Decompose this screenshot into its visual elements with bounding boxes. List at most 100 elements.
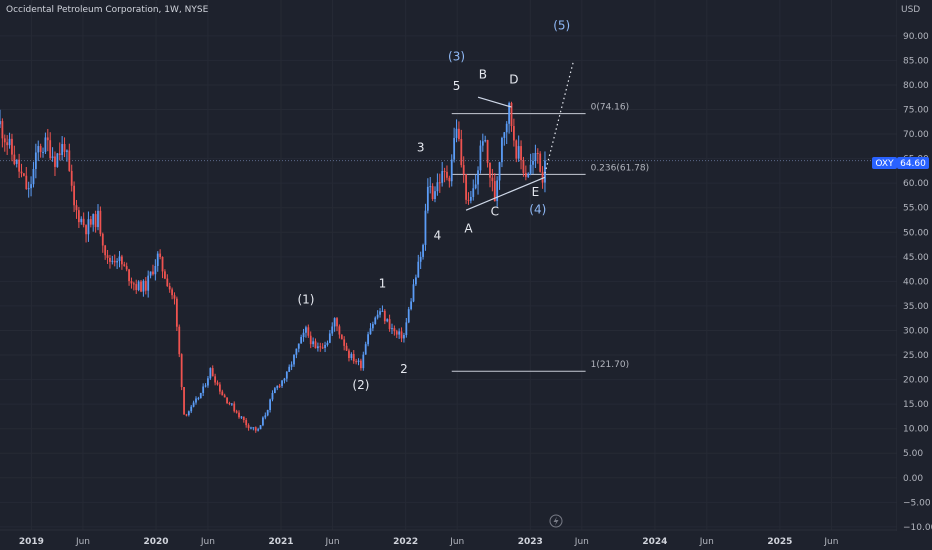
triangle-upper-line (477, 96, 512, 108)
candle-body (178, 326, 181, 355)
candle-body (161, 257, 164, 272)
candle-body (87, 219, 90, 235)
candle-body (13, 154, 16, 164)
candle-body (101, 233, 104, 246)
wave-label-5-paren: (5) (553, 18, 570, 32)
candle-body (77, 210, 80, 223)
candle-body (503, 132, 506, 138)
lightning-icon[interactable] (549, 514, 563, 528)
price-axis-panel[interactable] (897, 0, 932, 550)
trendlines[interactable] (465, 60, 575, 211)
candle-body (207, 378, 209, 386)
candle-body (541, 171, 544, 183)
candle-body (309, 335, 312, 345)
candle-body (273, 388, 276, 393)
x-tick-label: Jun (449, 537, 464, 547)
candle-body (345, 345, 348, 351)
candle-body (316, 346, 319, 349)
candle-body (202, 386, 205, 393)
candle-body (42, 151, 44, 153)
candle-body (481, 141, 484, 146)
candle-body (80, 218, 83, 223)
wave-label-3: 3 (417, 141, 425, 155)
candle-body (448, 177, 451, 182)
candle-body (89, 219, 92, 225)
candle-body (144, 280, 147, 291)
candle-body (173, 295, 176, 299)
candle-body (128, 269, 130, 282)
candle-body (544, 160, 546, 183)
candle-body (209, 368, 212, 379)
candle-body (92, 214, 95, 225)
candle-body (8, 138, 11, 146)
symbol-tag-text: OXY (875, 159, 894, 169)
candle-body (465, 174, 467, 200)
candle-body (230, 403, 233, 405)
candle-body (23, 173, 25, 176)
candle-body (532, 161, 534, 165)
candle-body (496, 180, 499, 202)
candle-body (479, 145, 482, 171)
candle-body (250, 427, 252, 429)
candle-body (271, 392, 274, 400)
candle-body (360, 360, 362, 369)
candle-body (85, 225, 87, 235)
candle-body (137, 281, 140, 290)
candle-body (381, 310, 384, 312)
x-tick-label: Jun (823, 537, 838, 547)
candle-body (58, 153, 61, 155)
y-tick-label: 90.00 (903, 32, 929, 42)
candle-body (305, 327, 307, 333)
time-axis-panel[interactable] (0, 531, 897, 550)
candle-body (453, 137, 456, 160)
candle-body (489, 162, 491, 178)
fib-retracement[interactable]: 0(74.16) 0.236(61.78) 1(21.70) (451, 103, 649, 372)
candle-body (171, 289, 173, 296)
y-tick-label: 80.00 (903, 81, 929, 91)
candle-body (164, 271, 166, 279)
y-tick-label: 0.00 (903, 474, 923, 484)
candle-body (515, 140, 518, 159)
candle-body (97, 210, 99, 228)
candle-body (142, 280, 145, 292)
candle-body (400, 331, 403, 339)
candle-body (405, 322, 408, 336)
current-price-label: OXY 64.60 (872, 157, 929, 169)
candle-body (362, 354, 365, 369)
candle-body (285, 371, 288, 379)
x-tick-label: Jun (325, 537, 340, 547)
candle-body (192, 402, 195, 407)
candle-body (20, 171, 23, 174)
candle-body (419, 256, 422, 262)
candle-body (331, 326, 334, 334)
candle-body (295, 348, 298, 355)
candle-body (288, 366, 291, 372)
x-tick-label: Jun (574, 537, 589, 547)
candle-body (0, 121, 1, 125)
candle-body (307, 327, 310, 336)
price-tag-text: 64.60 (900, 159, 926, 169)
candle-body (109, 257, 111, 262)
candle-body (348, 350, 350, 359)
wave-label-4-paren: (4) (529, 203, 546, 217)
fib-level-1-label: 1(21.70) (591, 360, 630, 370)
candle-body (216, 382, 219, 385)
candle-body (266, 410, 269, 416)
candle-body (338, 326, 341, 335)
candle-body (517, 146, 520, 159)
time-axis[interactable]: 2019 Jun 2020 Jun 2021 Jun 2022 Jun 2023 Jun 2024 J… (19, 537, 839, 547)
candle-body (529, 164, 532, 174)
price-axis[interactable]: 90.0085.0080.0075.0070.0065.0060.0055.00… (903, 32, 932, 533)
y-tick-label: 35.00 (903, 302, 929, 312)
candle-body (321, 347, 324, 349)
candle-body (414, 277, 417, 285)
candle-body (340, 334, 343, 340)
candle-body (534, 152, 537, 162)
candle-body (156, 253, 159, 266)
candle-body (135, 284, 138, 290)
triangle-lower-line (465, 176, 546, 211)
candle-body (434, 191, 436, 200)
y-tick-label: 5.00 (903, 449, 923, 459)
candle-body (412, 284, 415, 302)
